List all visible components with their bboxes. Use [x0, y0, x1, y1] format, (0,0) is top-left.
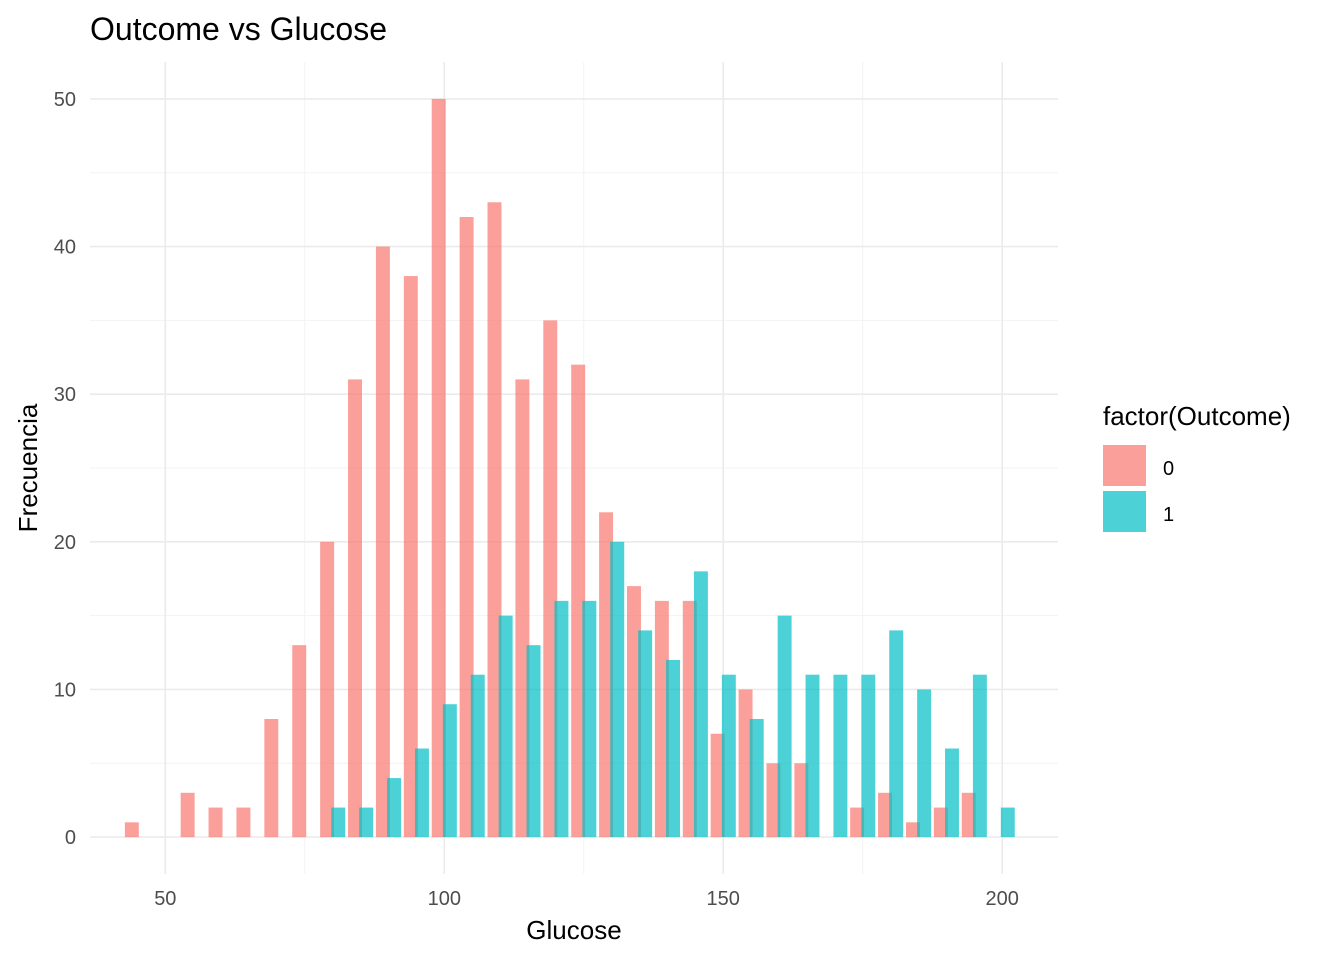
bar	[498, 615, 513, 838]
bar	[917, 689, 932, 838]
bar	[431, 98, 446, 838]
bar	[961, 792, 976, 838]
bar	[749, 718, 764, 838]
legend-key-swatch	[1103, 491, 1146, 532]
bar	[470, 674, 485, 838]
bar	[375, 246, 390, 838]
bar	[945, 748, 959, 838]
bar	[292, 645, 307, 838]
bar	[1000, 807, 1015, 838]
bar	[666, 659, 681, 838]
bar	[682, 600, 697, 838]
bar	[387, 778, 402, 838]
bar	[180, 792, 195, 838]
bar	[710, 733, 725, 838]
x-axis-title: Glucose	[526, 915, 621, 945]
x-tick-label: 100	[428, 888, 461, 910]
bar	[766, 763, 781, 838]
bar	[487, 202, 502, 838]
bar	[794, 763, 809, 838]
bar	[654, 600, 669, 838]
bar	[359, 807, 374, 838]
bar	[850, 807, 865, 838]
bar	[331, 807, 346, 838]
bar	[403, 276, 418, 838]
bar	[571, 364, 586, 838]
bar	[599, 512, 614, 838]
bar	[833, 674, 848, 838]
series-1	[331, 541, 1015, 838]
chart-title: Outcome vs Glucose	[90, 11, 387, 47]
legend: factor(Outcome) 0 1	[1103, 401, 1291, 532]
legend-title: factor(Outcome)	[1103, 401, 1291, 431]
y-tick-label: 0	[65, 827, 76, 849]
y-tick-label: 10	[54, 679, 76, 701]
bars	[124, 98, 1015, 838]
bar	[933, 807, 948, 838]
bar	[208, 807, 223, 838]
bar	[972, 674, 987, 838]
bar	[582, 600, 597, 838]
y-tick-label: 30	[54, 384, 76, 406]
bar	[543, 320, 558, 838]
bar	[348, 379, 362, 838]
bar	[610, 541, 625, 838]
bar	[627, 586, 641, 838]
legend-key-label: 1	[1163, 504, 1174, 526]
bar	[889, 630, 904, 838]
bar	[124, 822, 139, 838]
bar	[526, 645, 541, 838]
series-0	[124, 98, 976, 838]
bar	[320, 541, 335, 838]
bar	[777, 615, 792, 838]
legend-key-label: 0	[1163, 458, 1174, 480]
y-axis-title: Frecuencia	[13, 403, 43, 532]
x-tick-label: 200	[986, 888, 1019, 910]
bar	[554, 600, 569, 838]
bar	[861, 674, 876, 838]
y-tick-label: 40	[54, 237, 76, 259]
bar	[236, 807, 251, 838]
bar	[638, 630, 653, 838]
bar	[515, 379, 530, 838]
bar	[738, 689, 753, 838]
x-tick-label: 50	[154, 888, 176, 910]
bar	[459, 217, 474, 838]
axes: 50 100 150 200 0 10 20 30 40 50	[54, 89, 1019, 910]
y-tick-label: 50	[54, 89, 76, 111]
bar	[721, 674, 736, 838]
bar	[693, 571, 708, 838]
bar	[905, 822, 920, 838]
bar	[805, 674, 820, 838]
bar	[264, 718, 279, 838]
bar	[442, 704, 457, 838]
y-tick-label: 20	[54, 532, 76, 554]
bar	[414, 748, 429, 838]
bar	[878, 792, 893, 838]
legend-key-swatch	[1103, 445, 1146, 486]
x-tick-label: 150	[707, 888, 740, 910]
